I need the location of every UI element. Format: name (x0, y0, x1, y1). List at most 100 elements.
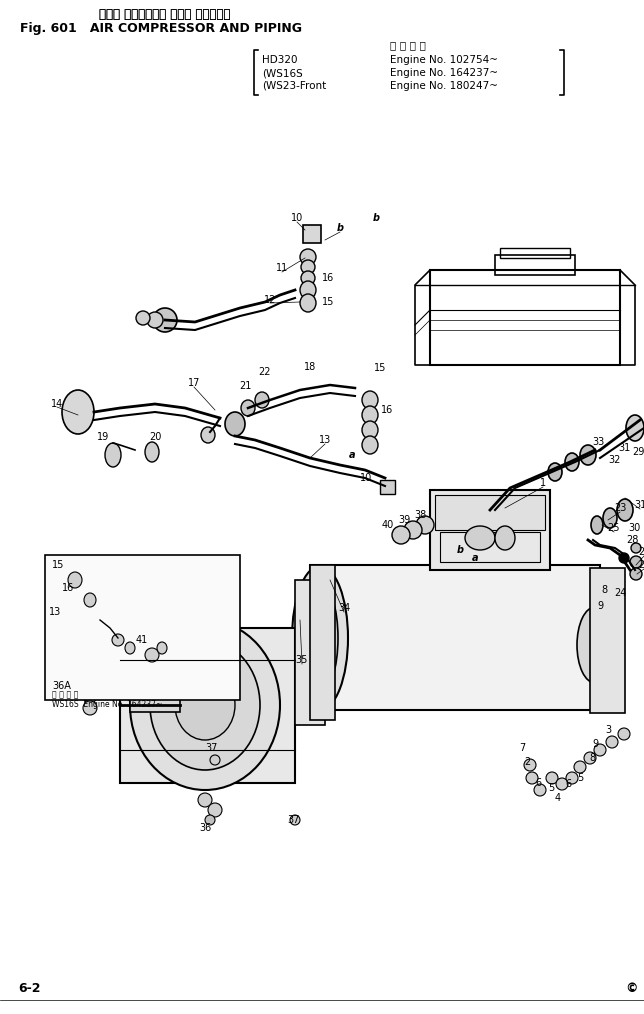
Ellipse shape (145, 648, 159, 662)
Text: 26: 26 (638, 560, 644, 570)
Ellipse shape (556, 778, 568, 790)
Text: Engine No. 102754~: Engine No. 102754~ (390, 55, 498, 65)
Ellipse shape (630, 568, 642, 580)
Text: 38: 38 (414, 510, 426, 520)
Text: 9: 9 (592, 739, 598, 749)
Text: 37: 37 (206, 743, 218, 753)
Text: 10: 10 (360, 473, 372, 483)
Ellipse shape (617, 499, 633, 521)
Ellipse shape (577, 607, 613, 683)
Text: 13: 13 (49, 607, 61, 617)
Text: Engine No. 180247~: Engine No. 180247~ (390, 81, 498, 91)
Text: 29: 29 (632, 447, 644, 457)
Text: 17: 17 (188, 378, 200, 388)
Bar (380, 480, 395, 494)
Bar (430, 270, 620, 365)
Text: 31: 31 (634, 500, 644, 510)
Ellipse shape (150, 640, 260, 770)
Ellipse shape (574, 760, 586, 773)
Ellipse shape (301, 271, 315, 285)
Text: 7: 7 (519, 743, 525, 753)
Text: b: b (457, 545, 464, 555)
Text: 22: 22 (259, 367, 271, 377)
Text: b: b (337, 223, 343, 233)
Ellipse shape (603, 508, 617, 528)
Ellipse shape (534, 784, 546, 796)
Text: 5: 5 (548, 783, 554, 793)
Ellipse shape (68, 572, 82, 588)
Text: 28: 28 (626, 535, 638, 545)
Ellipse shape (62, 390, 94, 434)
Ellipse shape (125, 642, 135, 654)
Ellipse shape (300, 294, 316, 312)
Ellipse shape (524, 759, 536, 771)
Ellipse shape (147, 312, 163, 328)
Text: 40: 40 (382, 520, 394, 530)
Ellipse shape (626, 415, 644, 441)
Bar (130, 698, 180, 712)
Ellipse shape (594, 744, 606, 756)
Ellipse shape (130, 620, 280, 790)
Text: 5: 5 (577, 773, 583, 783)
Text: 6-2: 6-2 (18, 982, 41, 995)
Text: 2: 2 (524, 757, 530, 767)
Ellipse shape (83, 689, 97, 703)
Text: 8: 8 (601, 585, 607, 595)
Bar (310, 565, 600, 710)
Text: WS16S  Engine No. 164237~: WS16S Engine No. 164237~ (52, 700, 162, 709)
Bar (430, 490, 550, 570)
Text: 25: 25 (608, 523, 620, 533)
Text: 15: 15 (52, 560, 64, 570)
Ellipse shape (631, 544, 641, 553)
Bar (310, 565, 335, 720)
Text: 20: 20 (149, 432, 161, 442)
Text: 30: 30 (628, 523, 640, 533)
Ellipse shape (290, 815, 300, 825)
Bar (435, 495, 545, 530)
Ellipse shape (153, 308, 177, 332)
Ellipse shape (201, 427, 215, 443)
Text: 15: 15 (374, 363, 386, 373)
Bar (303, 225, 321, 243)
Text: © NTA-855: © NTA-855 (626, 982, 644, 995)
Text: 15: 15 (322, 297, 334, 307)
Ellipse shape (362, 391, 378, 409)
Ellipse shape (105, 443, 121, 467)
Ellipse shape (465, 526, 495, 550)
Ellipse shape (362, 421, 378, 439)
Text: (WS16S: (WS16S (262, 68, 303, 78)
Ellipse shape (208, 803, 222, 817)
Ellipse shape (591, 516, 603, 534)
Ellipse shape (526, 772, 538, 784)
Text: 14: 14 (51, 399, 63, 409)
Ellipse shape (580, 445, 596, 465)
Text: 39: 39 (398, 515, 410, 525)
Ellipse shape (302, 583, 338, 693)
Text: 8: 8 (589, 753, 595, 763)
Text: 35: 35 (296, 655, 308, 665)
Ellipse shape (416, 516, 434, 534)
Text: 19: 19 (97, 432, 109, 442)
Text: 6: 6 (535, 778, 541, 788)
Text: 37: 37 (288, 815, 300, 825)
Text: 27: 27 (639, 547, 644, 557)
Ellipse shape (255, 392, 269, 408)
Ellipse shape (618, 728, 630, 740)
Text: 33: 33 (592, 437, 604, 447)
Text: 24: 24 (614, 588, 626, 598)
Bar (500, 248, 570, 258)
Text: 10: 10 (291, 213, 303, 223)
Ellipse shape (606, 736, 618, 748)
Text: 1: 1 (540, 478, 546, 488)
Ellipse shape (205, 815, 215, 825)
Ellipse shape (565, 453, 579, 470)
Bar (590, 568, 625, 713)
Ellipse shape (145, 442, 159, 462)
Text: Fig. 601   AIR COMPRESSOR AND PIPING: Fig. 601 AIR COMPRESSOR AND PIPING (20, 22, 302, 35)
Text: 13: 13 (319, 435, 331, 445)
Text: 11: 11 (276, 263, 288, 273)
Ellipse shape (619, 553, 629, 563)
Text: 6: 6 (565, 779, 571, 789)
Ellipse shape (566, 772, 578, 784)
Text: 9: 9 (597, 601, 603, 611)
